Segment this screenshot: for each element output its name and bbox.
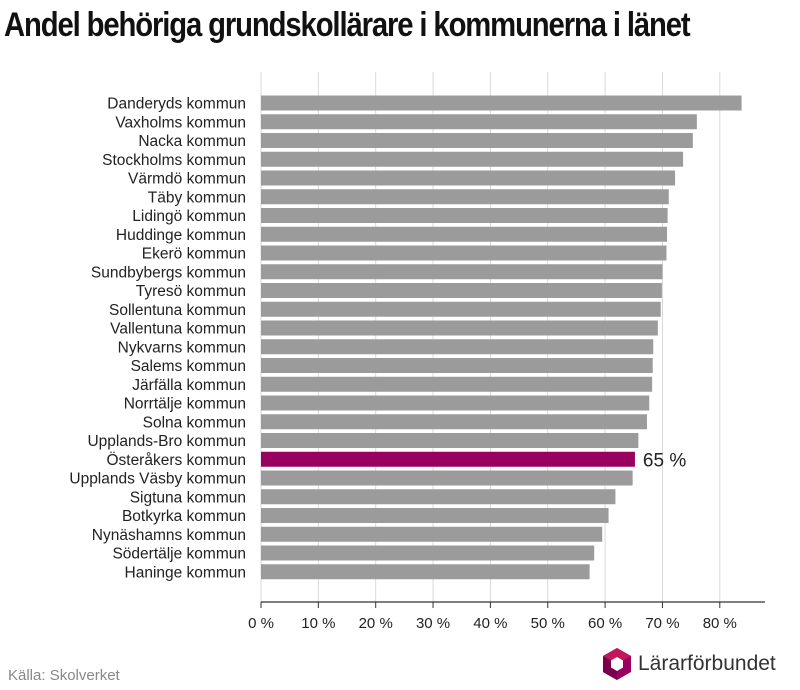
category-label: Sollentuna kommun	[109, 302, 246, 319]
logo-icon	[603, 648, 631, 680]
category-label: Vaxholms kommun	[115, 114, 246, 131]
x-tick-label: 20 %	[359, 615, 393, 632]
bar	[261, 433, 639, 448]
category-label: Nacka kommun	[138, 133, 246, 150]
x-axis: 0 % 10 % 20 % 30 % 40 % 50 % 60 % 70 % 80 %	[248, 601, 765, 632]
category-label: Huddinge kommun	[116, 227, 246, 244]
category-label: Ekerö kommun	[142, 246, 246, 263]
bar	[261, 545, 595, 561]
x-tick-label: 50 %	[531, 615, 565, 632]
bars	[261, 95, 742, 580]
category-label: Nykvarns kommun	[118, 339, 246, 356]
category-label: Sundbybergs kommun	[91, 264, 246, 281]
category-label: Haninge kommun	[125, 564, 246, 581]
category-label: Vallentuna kommun	[110, 321, 246, 338]
logo-text: Lärarförbundet	[638, 652, 776, 675]
category-label: Norrtälje kommun	[124, 396, 246, 413]
category-label: Österåkers kommun	[106, 451, 246, 469]
bar	[261, 301, 661, 317]
bar	[261, 564, 590, 580]
annotations: 65 %	[643, 450, 686, 471]
category-label: Värmdö kommun	[128, 171, 246, 188]
category-label: Upplands-Bro kommun	[87, 433, 246, 450]
bar	[261, 526, 603, 542]
bar	[261, 114, 697, 130]
bar	[261, 151, 684, 167]
bar	[261, 264, 663, 280]
bar	[261, 395, 650, 411]
x-tick-label: 60 %	[588, 615, 622, 632]
category-label: Södertälje kommun	[112, 546, 246, 563]
category-label: Stockholms kommun	[102, 152, 246, 169]
chart-title: Andel behöriga grundskollärare i kommune…	[4, 6, 691, 44]
bar	[261, 489, 616, 505]
category-label: Botkyrka kommun	[122, 508, 246, 525]
category-label: Solna kommun	[143, 414, 246, 431]
bar	[261, 208, 668, 223]
category-label: Järfälla kommun	[132, 377, 246, 394]
category-label: Danderyds kommun	[107, 96, 246, 113]
bar	[261, 508, 609, 523]
bar	[261, 414, 647, 430]
bar	[261, 170, 676, 186]
highlight-value-label: 65 %	[643, 450, 686, 471]
x-tick-label: 70 %	[645, 615, 679, 632]
bar	[261, 470, 633, 486]
category-label: Upplands Väsby kommun	[69, 471, 246, 488]
source-note: Källa: Skolverket	[8, 667, 120, 684]
x-tick-label: 10 %	[301, 615, 335, 632]
category-label: Salems kommun	[131, 358, 246, 375]
category-label: Sigtuna kommun	[130, 489, 246, 506]
category-label: Lidingö kommun	[132, 208, 246, 225]
x-tick-label: 0 %	[248, 615, 274, 632]
category-label: Tyresö kommun	[136, 283, 246, 300]
bar	[261, 339, 654, 355]
brand-logo: Lärarförbundet	[602, 646, 776, 682]
bar	[261, 320, 658, 336]
bar	[261, 358, 653, 373]
x-tick-label: 80 %	[703, 615, 737, 632]
bar	[261, 189, 669, 205]
bar	[261, 133, 693, 148]
x-tick-label: 40 %	[473, 615, 507, 632]
bar	[261, 95, 742, 111]
x-tick-label: 30 %	[416, 615, 450, 632]
category-label: Täby kommun	[148, 189, 246, 206]
bar-highlight	[261, 451, 635, 467]
bar	[261, 245, 667, 261]
bar	[261, 376, 653, 392]
category-label: Nynäshamns kommun	[92, 527, 246, 544]
bar	[261, 226, 668, 242]
bar	[261, 283, 662, 298]
